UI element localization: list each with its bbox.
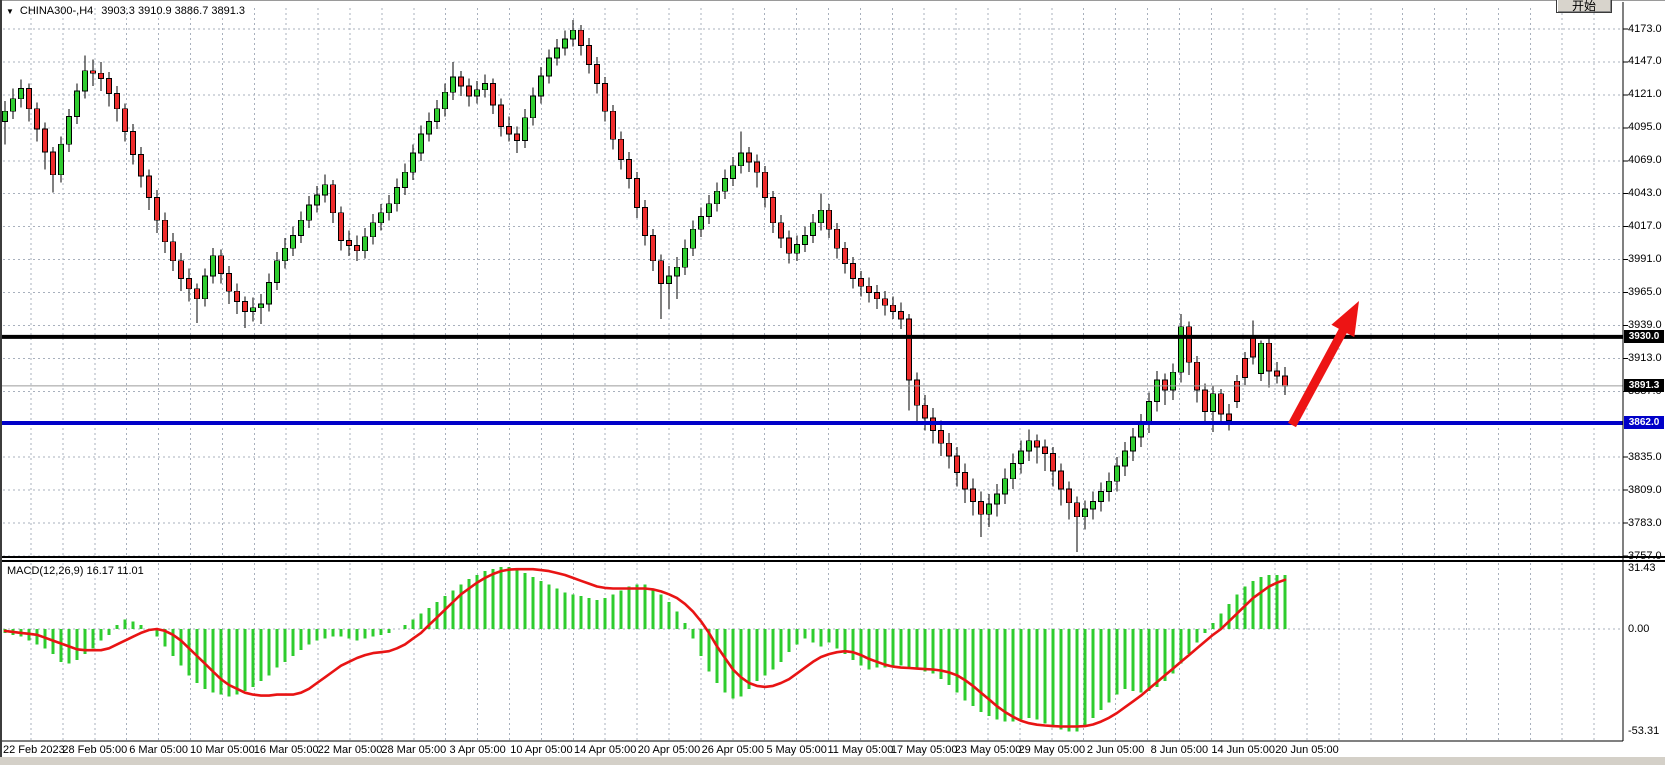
symbol-period-label: CHINA300-,H4 (19, 5, 94, 17)
bullish-arrow-annotation[interactable] (1288, 301, 1359, 428)
time-axis-label: 10 Mar 05:00 (189, 744, 255, 756)
price-axis-label: 4095.0 (1628, 121, 1662, 134)
time-axis-label: 29 May 05:00 (1018, 744, 1086, 756)
price-axis-label: 4043.0 (1628, 187, 1662, 200)
time-axis-label: 14 Jun 05:00 (1211, 744, 1275, 756)
price-axis-label: 3835.0 (1628, 450, 1662, 463)
macd-axis-label: -53.31 (1628, 725, 1660, 738)
macd-axis-label: 31.43 (1628, 561, 1656, 574)
time-axis-label: 28 Mar 05:00 (381, 744, 447, 756)
symbol-info-bar: ▼ CHINA300-,H4 3903.3 3910.9 3886.7 3891… (6, 4, 245, 18)
time-axis-label: 14 Apr 05:00 (573, 744, 637, 756)
price-axis-label: 3913.0 (1628, 351, 1662, 364)
support-price-badge: 3862.0 (1624, 416, 1664, 430)
macd-axis-label: 0.00 (1628, 622, 1650, 635)
time-axis-label: 3 Apr 05:00 (449, 744, 506, 756)
time-axis-label: 17 May 05:00 (890, 744, 958, 756)
window-bottom-strip (0, 757, 1665, 765)
time-axis-label: 11 May 05:00 (827, 744, 894, 756)
time-axis-label: 8 Jun 05:00 (1150, 744, 1209, 756)
time-axis-label: 22 Feb 2023 (3, 744, 65, 756)
time-axis-label: 22 Mar 05:00 (317, 744, 383, 756)
time-axis-label: 5 May 05:00 (766, 744, 827, 756)
bid-price-badge: 3891.3 (1624, 379, 1664, 393)
time-axis-label: 10 Apr 05:00 (510, 744, 573, 756)
time-axis-label: 2 Jun 05:00 (1086, 744, 1145, 756)
time-axis-label: 20 Apr 05:00 (637, 744, 701, 756)
symbol-dropdown-icon[interactable]: ▼ (6, 6, 14, 16)
price-axis-label: 4147.0 (1628, 55, 1662, 68)
horizontal-lines (0, 334, 1623, 425)
time-axis-label: 20 Jun 05:00 (1275, 744, 1339, 756)
candlesticks (2, 20, 1288, 553)
price-axis-label: 4173.0 (1628, 22, 1662, 35)
window-top-edge (0, 0, 1665, 1)
chart-frame (0, 2, 1665, 742)
macd-signal-line (3, 567, 1287, 728)
time-axis-label: 6 Mar 05:00 (129, 744, 188, 756)
price-axis-label: 3965.0 (1628, 286, 1662, 298)
price-axis-label: 4069.0 (1628, 154, 1662, 167)
price-axis-label: 3991.0 (1628, 253, 1662, 266)
grid-lines (3, 8, 1623, 740)
price-axis-label: 4121.0 (1628, 88, 1662, 101)
time-axis-label: 28 Feb 05:00 (62, 744, 128, 756)
price-axis-label: 3757.0 (1628, 549, 1662, 562)
macd-histogram (3, 567, 1287, 732)
start-button[interactable]: 开始 (1556, 0, 1612, 13)
quote-ohlc-label: 3903.3 3910.9 3886.7 3891.3 (101, 5, 246, 17)
price-axis-label: 3939.0 (1628, 318, 1662, 331)
price-axis-label: 3783.0 (1628, 516, 1662, 529)
macd-indicator-label: MACD(12,26,9) 16.17 11.01 (7, 565, 144, 577)
window-left-edge (0, 0, 2, 757)
time-axis-label: 26 Apr 05:00 (701, 744, 764, 756)
time-axis-label: 16 Mar 05:00 (253, 744, 319, 756)
price-axis-label: 4017.0 (1628, 220, 1662, 233)
price-axis-label: 3809.0 (1628, 483, 1662, 496)
resistance-price-badge: 3930.0 (1624, 330, 1664, 344)
time-axis-label: 23 May 05:00 (954, 744, 1022, 756)
